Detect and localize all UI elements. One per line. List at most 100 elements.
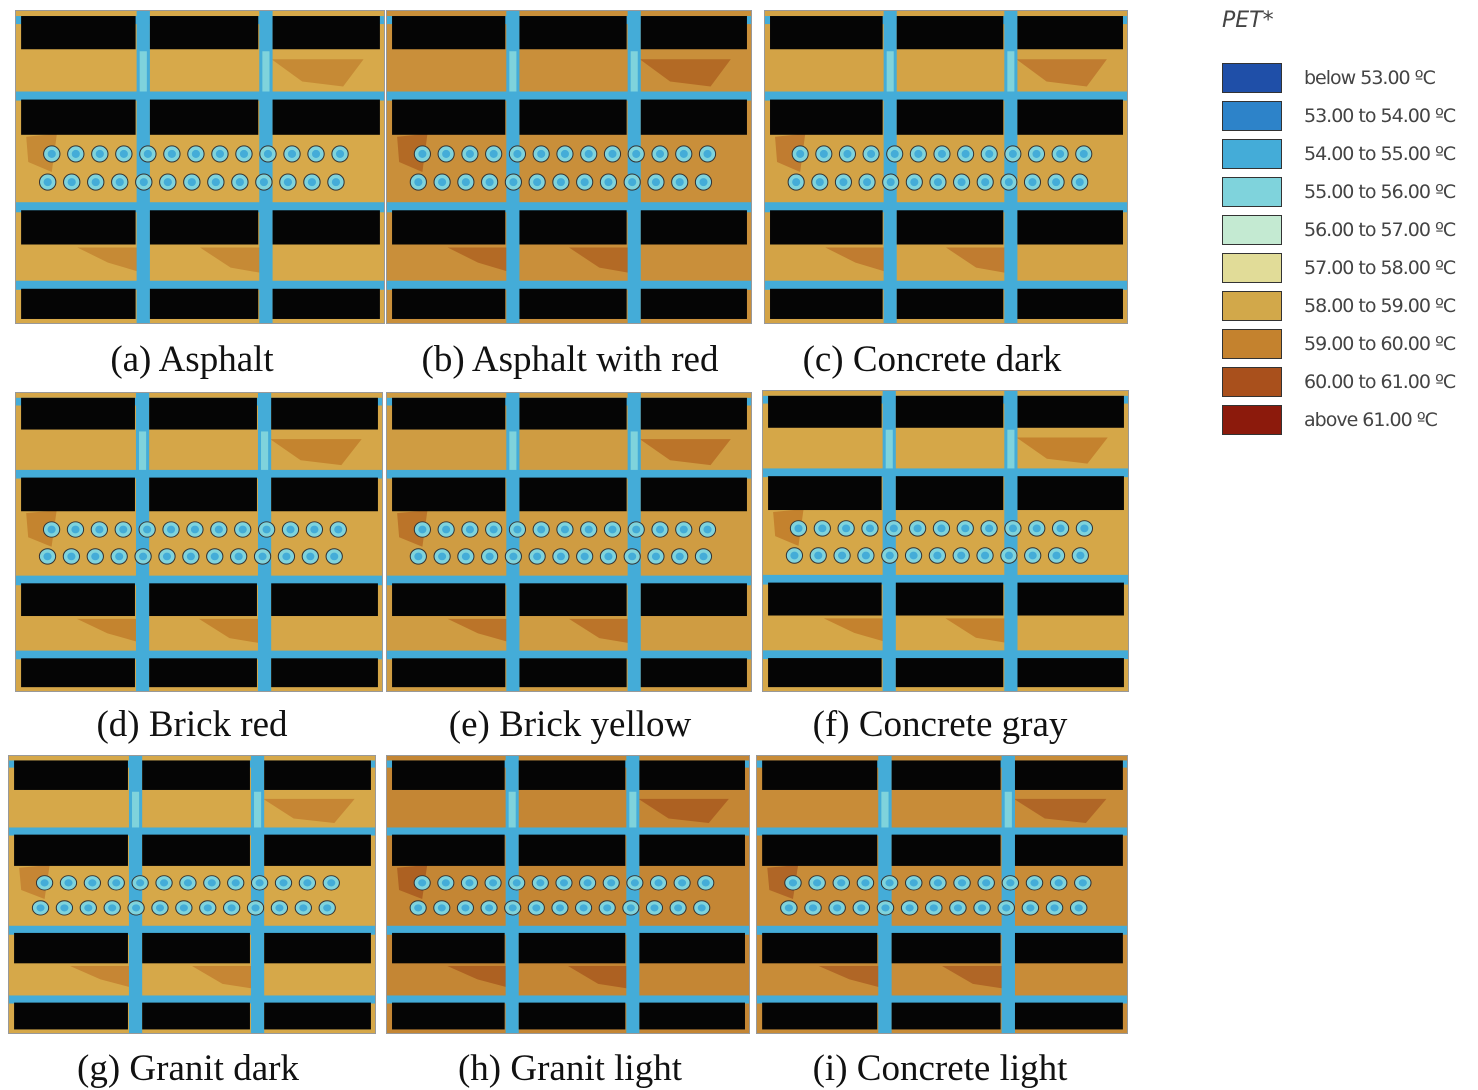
legend-item: 55.00 to 56.00 ºC	[1222, 173, 1456, 211]
building	[149, 16, 259, 50]
hot-patch	[945, 618, 1017, 645]
hot-patch	[77, 618, 149, 645]
building	[640, 477, 747, 512]
legend-swatch	[1222, 329, 1282, 359]
building	[272, 16, 380, 50]
building	[149, 658, 257, 688]
building	[891, 1002, 1001, 1030]
legend-item: 56.00 to 57.00 ºC	[1222, 211, 1456, 249]
legend-label: 60.00 to 61.00 ºC	[1304, 371, 1456, 393]
shade-strip	[765, 280, 1127, 290]
shade-strip	[387, 202, 751, 213]
panel-caption: (d) Brick red	[96, 704, 288, 745]
building	[639, 1002, 745, 1030]
legend-label: 56.00 to 57.00 ºC	[1304, 219, 1456, 241]
shade-strip	[387, 280, 751, 290]
building	[392, 658, 506, 688]
building	[519, 99, 627, 135]
building	[891, 834, 1001, 866]
building	[392, 210, 506, 245]
building	[1017, 582, 1124, 616]
building	[1017, 99, 1123, 135]
hot-patch	[70, 965, 142, 991]
building	[14, 834, 128, 866]
legend-swatch	[1222, 253, 1282, 283]
shade-strip	[9, 827, 375, 836]
shade-strip	[9, 925, 375, 935]
heatmap-panel	[15, 392, 383, 692]
hot-patch	[77, 247, 149, 275]
legend-label: 54.00 to 55.00 ºC	[1304, 143, 1456, 165]
building	[392, 583, 506, 617]
shade-strip	[9, 995, 375, 1004]
building	[149, 288, 259, 319]
hot-patch	[26, 510, 57, 547]
hot-patch	[447, 618, 519, 645]
heatmap-panel	[764, 10, 1128, 324]
legend-item: above 61.00 ºC	[1222, 401, 1455, 439]
legend-label: 58.00 to 59.00 ºC	[1304, 295, 1456, 317]
shade-strip	[763, 468, 1128, 478]
legend-label: 57.00 to 58.00 ºC	[1304, 257, 1456, 279]
legend-item: 57.00 to 58.00 ºC	[1222, 249, 1456, 287]
hot-patch	[192, 965, 264, 991]
legend-title: PET*	[1222, 8, 1274, 33]
shade-strip	[757, 925, 1127, 935]
legend-swatch	[1222, 367, 1282, 397]
legend-swatch	[1222, 63, 1282, 93]
building	[21, 658, 135, 688]
building	[392, 834, 505, 866]
building	[639, 760, 745, 790]
hot-patch	[447, 965, 518, 991]
heat-area	[16, 393, 382, 691]
building	[640, 16, 747, 50]
legend-item: 58.00 to 59.00 ºC	[1222, 287, 1456, 325]
building	[896, 99, 1004, 135]
building	[770, 288, 883, 319]
hot-patch	[199, 618, 271, 645]
building	[640, 658, 747, 688]
hot-patch	[767, 865, 799, 899]
shade-strip	[387, 650, 751, 660]
shade-strip	[765, 91, 1127, 101]
building	[1017, 16, 1123, 50]
legend-swatch	[1222, 139, 1282, 169]
legend-item: 53.00 to 54.00 ºC	[1222, 97, 1456, 135]
shade-strip	[765, 202, 1127, 213]
hot-patch	[569, 247, 640, 275]
building	[149, 583, 257, 617]
building	[142, 834, 250, 866]
building	[770, 16, 883, 50]
hot-patch	[639, 439, 731, 466]
building	[392, 932, 505, 964]
building	[1014, 932, 1123, 964]
building	[895, 476, 1004, 511]
building	[392, 760, 505, 790]
legend-item: 54.00 to 55.00 ºC	[1222, 135, 1456, 173]
building	[142, 760, 250, 790]
heatmap-panel	[756, 755, 1128, 1034]
building	[149, 210, 259, 245]
building	[142, 1002, 250, 1030]
building	[770, 99, 883, 135]
building	[1017, 658, 1124, 688]
heat-area	[387, 11, 751, 323]
hot-patch	[397, 865, 428, 899]
heatmap-panel	[386, 10, 752, 324]
building	[639, 932, 745, 964]
hot-patch	[823, 618, 895, 645]
hot-patch	[270, 439, 362, 466]
building	[895, 395, 1004, 428]
shade-strip	[16, 469, 382, 479]
legend-swatch	[1222, 405, 1282, 435]
building	[519, 397, 627, 430]
building	[264, 834, 371, 866]
hot-patch	[1016, 59, 1107, 87]
building	[895, 582, 1004, 616]
building	[768, 582, 882, 616]
heat-area	[16, 11, 384, 323]
heatmap-panel	[8, 755, 376, 1034]
building	[640, 397, 747, 430]
building	[264, 1002, 371, 1030]
hot-patch	[1013, 798, 1107, 824]
